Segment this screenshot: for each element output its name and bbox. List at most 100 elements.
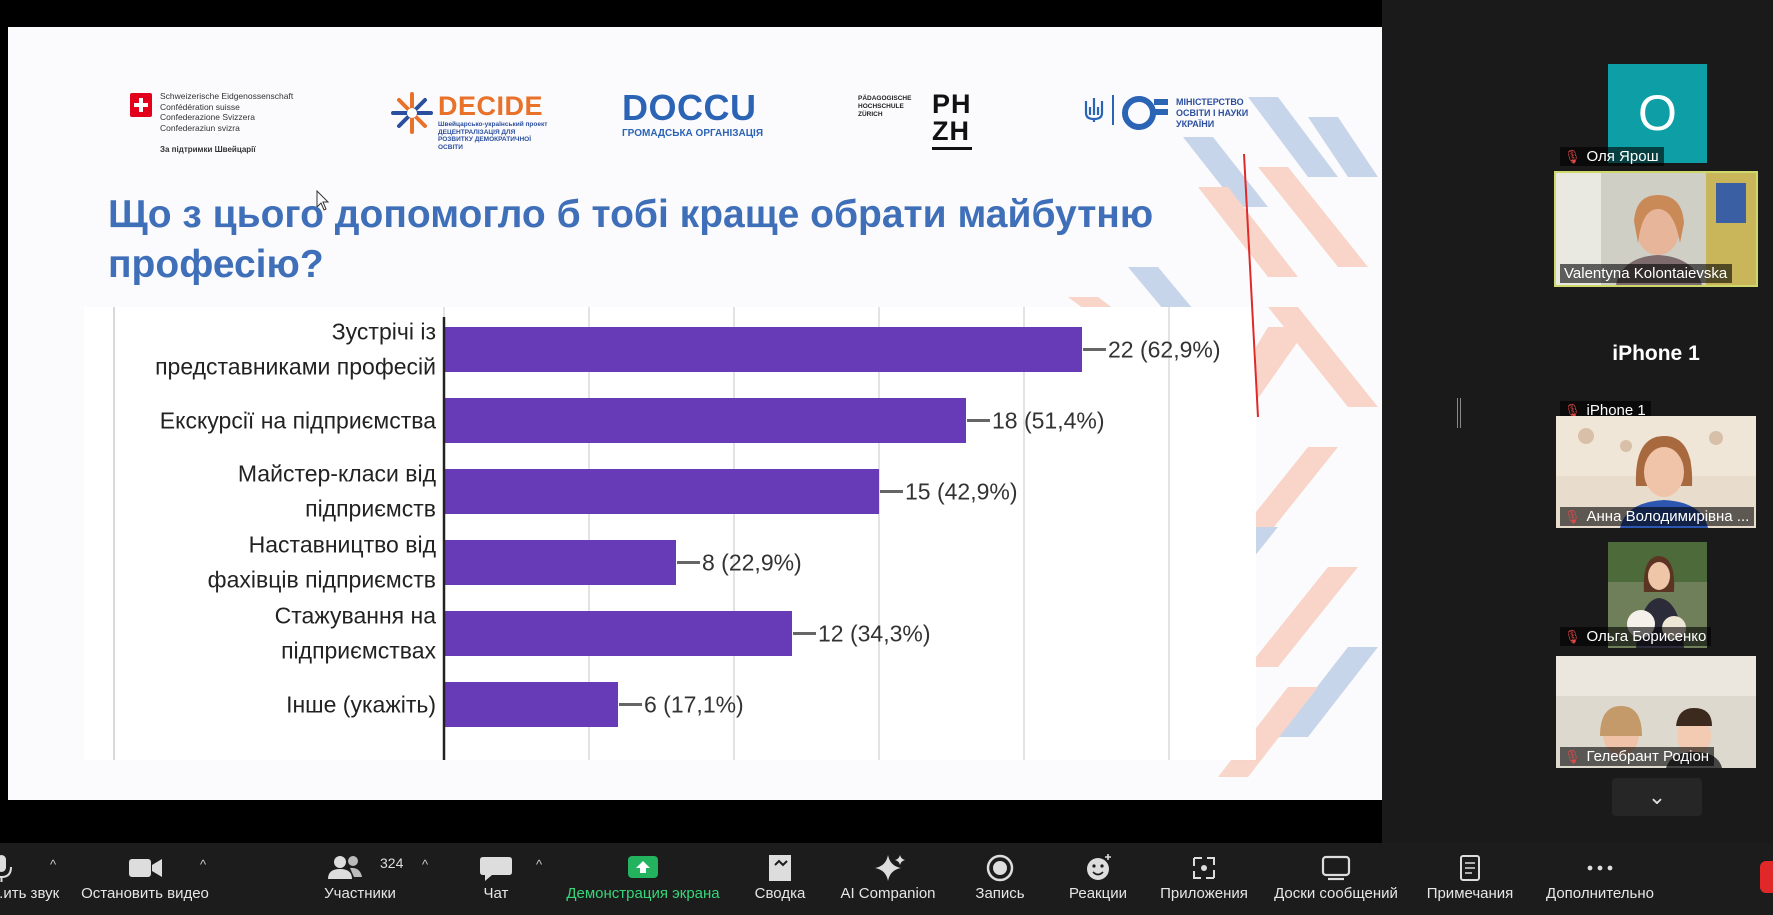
participant-name-text: iPhone 1 <box>1586 402 1646 419</box>
record-button[interactable]: Запись <box>965 843 1035 915</box>
category-label: Стажування на <box>275 603 437 629</box>
summary-label: Сводка <box>754 885 806 902</box>
participant-tile[interactable]: 🎙 Ольга Борисенко <box>1556 536 1756 648</box>
notes-icon <box>1460 855 1480 881</box>
participant-name: 🎙 Гелебрант Родіон <box>1560 747 1715 766</box>
stop-video-button[interactable]: Остановить видео <box>70 843 220 915</box>
participant-label: iPhone 1 <box>1612 342 1700 365</box>
bar <box>444 611 792 656</box>
caret-up-icon: ^ <box>200 857 207 872</box>
participants-count: 324 <box>380 855 404 871</box>
phzh-underline <box>932 147 972 150</box>
share-screen-button[interactable]: Демонстрация экрана <box>560 843 726 915</box>
mic-muted-icon: 🎙 <box>1564 629 1581 644</box>
bar-chart: 22 (62,9%) Зустрічі із представниками проф… <box>84 307 1256 760</box>
chevron-down-icon: ⌄ <box>1647 784 1667 809</box>
mute-button[interactable]: ...ить звук <box>0 843 70 915</box>
participant-tile[interactable]: iPhone 1 🎙 iPhone 1 <box>1556 310 1756 422</box>
swiss-line: Schweizerische Eidgenossenschaft <box>160 91 294 101</box>
category-label: підприємств <box>305 496 436 522</box>
mic-muted-icon: 🎙 <box>1564 403 1581 418</box>
category-label: Інше (укажіть) <box>286 692 436 718</box>
participant-name-text: Гелебрант Родіон <box>1586 748 1710 765</box>
more-label: Дополнительно <box>1546 885 1654 902</box>
audio-options-caret[interactable]: ^ <box>46 843 62 915</box>
ministry-name: МІНІСТЕРСТВО ОСВІТИ І НАУКИ УКРАЇНИ <box>1176 97 1249 129</box>
end-meeting-button[interactable] <box>1760 861 1773 893</box>
apps-label: Приложения <box>1160 885 1248 902</box>
chat-options-caret[interactable]: ^ <box>532 843 548 915</box>
share-screen-icon <box>628 856 658 878</box>
ministry-separator <box>1112 95 1114 125</box>
participant-tile[interactable]: 🎙 Гелебрант Родіон <box>1556 656 1756 768</box>
mute-label: ...ить звук <box>0 885 60 902</box>
category-label: Майстер-класи від <box>238 461 437 487</box>
slide-title: Що з цього допомогло б тобі краще обрати… <box>108 193 1154 286</box>
decide-star-icon <box>391 92 433 134</box>
notes-button[interactable]: Примечания <box>1422 843 1518 915</box>
ai-companion-button[interactable]: AI Companion <box>833 843 943 915</box>
participant-name-text: Анна Володимирівна ... <box>1586 508 1750 525</box>
stop-video-label: Остановить видео <box>81 885 209 902</box>
swiss-support-text: За підтримки Швейцарії <box>160 145 256 154</box>
annotation-line <box>1243 153 1259 418</box>
phzh-line: ZH <box>932 116 970 146</box>
mic-muted-icon: 🎙 <box>1564 509 1581 524</box>
sparkle-icon <box>875 855 905 881</box>
more-button[interactable]: Дополнительно <box>1538 843 1662 915</box>
data-label: 18 (51,4%) <box>992 408 1105 434</box>
record-icon <box>986 854 1014 882</box>
participant-name: 🎙 Ольга Борисенко <box>1560 627 1712 646</box>
whiteboards-button[interactable]: Доски сообщений <box>1266 843 1406 915</box>
phzh-logo: PÄDAGOGISCHE HOCHSCHULE ZÜRICH PH ZH <box>858 91 978 151</box>
participant-name: 🎙 iPhone 1 <box>1560 401 1651 420</box>
participant-name: 🎙 Оля Ярош <box>1560 147 1664 166</box>
participants-button[interactable]: 324 Участники <box>310 843 410 915</box>
participants-options-caret[interactable]: ^ <box>418 843 434 915</box>
participant-name-text: Оля Ярош <box>1586 148 1659 165</box>
reactions-button[interactable]: Реакции <box>1060 843 1136 915</box>
data-label: 12 (34,3%) <box>818 621 931 647</box>
ai-companion-label: AI Companion <box>840 885 936 902</box>
participant-tile-active[interactable]: Valentyna Kolontaievska <box>1554 171 1758 287</box>
decide-logo: DECIDE Швейцарсько-український проект ДЕ… <box>390 91 547 151</box>
data-label: 6 (17,1%) <box>644 692 744 718</box>
chat-button[interactable]: Чат <box>466 843 526 915</box>
panel-splitter[interactable] <box>1457 398 1461 428</box>
caret-up-icon: ^ <box>422 857 429 872</box>
category-label: Наставництво від <box>249 532 437 558</box>
strip-scroll-down-button[interactable]: ⌄ <box>1612 778 1702 816</box>
data-label: 22 (62,9%) <box>1108 337 1221 363</box>
presentation-slide: Schweizerische Eidgenossenschaft Confédé… <box>8 27 1382 800</box>
summary-button[interactable]: Сводка <box>745 843 815 915</box>
category-label: Зустрічі із <box>332 319 436 345</box>
whiteboards-label: Доски сообщений <box>1274 885 1398 902</box>
apps-button[interactable]: Приложения <box>1158 843 1250 915</box>
decide-subtitle: Швейцарсько-український проект ДЕЦЕНТРАЛ… <box>438 121 548 151</box>
ministry-o-icon <box>1122 96 1156 130</box>
data-label: 15 (42,9%) <box>905 479 1018 505</box>
chart-svg: 22 (62,9%) Зустрічі із представниками проф… <box>113 307 1221 760</box>
participant-name-text: Ольга Борисенко <box>1586 628 1707 645</box>
caret-up-icon: ^ <box>536 857 543 872</box>
trident-icon <box>1084 98 1104 122</box>
phzh-line: PH <box>932 89 972 119</box>
bar <box>444 398 966 443</box>
swiss-line: Confederaziun svizra <box>160 122 240 133</box>
category-label: Екскурсії на підприємства <box>160 408 436 434</box>
microphone-icon <box>0 855 12 882</box>
participant-tile[interactable]: 🎙 Анна Володимирівна ... <box>1556 416 1756 528</box>
participant-name: 🎙 Анна Володимирівна ... <box>1560 507 1754 526</box>
screen-share-area: Schweizerische Eidgenossenschaft Confédé… <box>0 0 1382 843</box>
mouse-cursor-icon <box>316 190 330 211</box>
video-options-caret[interactable]: ^ <box>196 843 212 915</box>
phzh-name: PÄDAGOGISCHE HOCHSCHULE ZÜRICH <box>858 95 912 118</box>
apps-icon <box>1193 857 1215 879</box>
doccu-logo: DOCCU ГРОМАДСЬКА ОРГАНІЗАЦІЯ <box>622 87 772 140</box>
participant-tile[interactable]: О 🎙 Оля Ярош <box>1556 56 1756 168</box>
doccu-title: DOCCU <box>622 87 757 128</box>
mic-muted-icon: 🎙 <box>1564 149 1581 164</box>
ministry-logo: МІНІСТЕРСТВО ОСВІТИ І НАУКИ УКРАЇНИ <box>1084 93 1264 133</box>
participant-name-text: Valentyna Kolontaievska <box>1564 265 1728 282</box>
whiteboard-icon <box>1321 855 1351 881</box>
